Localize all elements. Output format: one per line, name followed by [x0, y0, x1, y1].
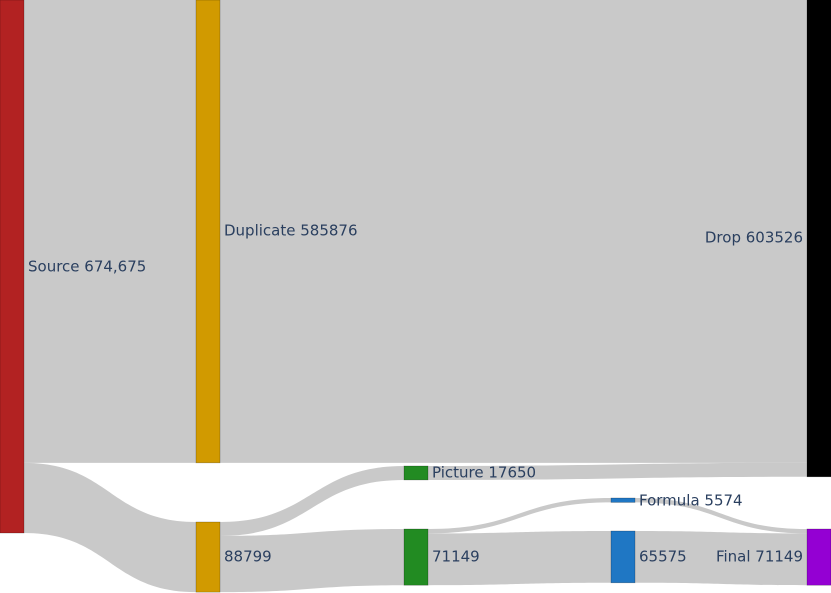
node-label-duplicate: Duplicate 585876: [224, 222, 358, 240]
node-drop: [806, 0, 831, 478]
link-picture-to-drop: [428, 462, 807, 480]
node-final: [806, 528, 831, 586]
link-clean-to-final: [635, 531, 807, 586]
node-label-final: Final 71149: [716, 548, 803, 566]
link-duplicate-to-drop: [220, 0, 807, 463]
link-formula-to-final: [635, 498, 807, 534]
node-clean: [610, 530, 636, 584]
sankey-labels: Source 674,675 Duplicate 585876 88799 Pictu…: [28, 222, 803, 566]
link-kept-to-text: [220, 529, 404, 593]
sankey-links: [24, 0, 807, 593]
node-label-formula: Formula 5574: [639, 492, 743, 510]
node-kept: [195, 521, 221, 593]
node-label-clean: 65575: [639, 548, 687, 566]
node-text: [403, 528, 429, 586]
node-label-drop: Drop 603526: [705, 229, 803, 247]
node-picture: [403, 465, 429, 481]
node-label-source: Source 674,675: [28, 258, 146, 276]
link-kept-to-picture: [220, 466, 404, 536]
link-source-to-duplicate: [24, 0, 196, 463]
node-source: [0, 0, 25, 534]
link-text-to-clean: [428, 531, 611, 586]
link-source-to-kept: [24, 462, 196, 593]
node-label-text: 71149: [432, 548, 480, 566]
node-formula: [610, 497, 636, 503]
node-duplicate: [195, 0, 221, 464]
node-label-picture: Picture 17650: [432, 464, 536, 482]
link-text-to-formula: [428, 498, 611, 534]
node-label-kept: 88799: [224, 548, 272, 566]
